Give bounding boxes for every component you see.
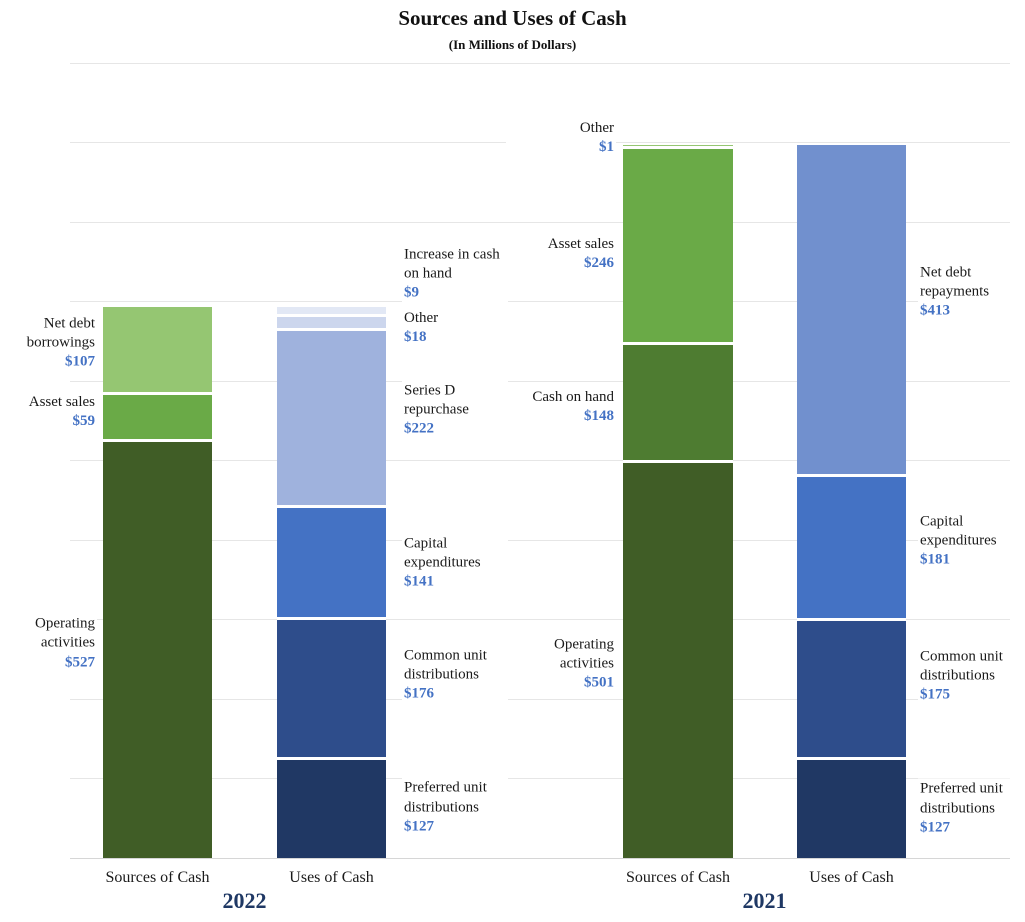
x-axis-label-uses-of-cash-2022: Uses of Cash: [289, 869, 374, 886]
bar-segment-asset-sales: [103, 391, 212, 439]
bar-segment-asset-sales: [623, 146, 733, 342]
segment-label-other: Other $1: [506, 117, 616, 158]
gridline-400: [70, 539, 1010, 541]
gridline-600: [70, 380, 1010, 382]
segment-value-text: $246: [584, 254, 614, 271]
segment-value-text: $1: [599, 138, 614, 155]
bar-segment-common-unit-distributions: [277, 616, 386, 757]
segment-label-text: Preferred unit distributions: [920, 780, 1003, 816]
segment-value-text: $175: [920, 686, 950, 703]
segment-label-text: Other: [404, 310, 439, 327]
segment-label-asset-sales: Asset sales $246: [506, 233, 616, 274]
segment-label-text: Capital expenditures: [404, 535, 481, 571]
bar-segment-other: [277, 313, 386, 329]
segment-value-text: $107: [65, 353, 95, 370]
segment-label-text: Series D repurchase: [404, 381, 469, 418]
segment-label-capital-expenditures: Capital expenditures $141: [402, 533, 508, 593]
segment-value-text: $181: [920, 551, 950, 568]
segment-label-text: Operating activities: [35, 615, 95, 651]
segment-label-text: Asset sales: [547, 235, 614, 252]
x-axis-line: [70, 858, 1010, 859]
segment-value-text: $527: [65, 653, 95, 670]
bar-segment-operating-activities: [623, 459, 733, 858]
segment-value-text: $222: [404, 420, 434, 437]
segment-label-cash-on-hand: Cash on hand $148: [506, 386, 616, 427]
segment-label-preferred-unit-distributions: Preferred unit distributions $127: [402, 777, 508, 838]
x-axis-label-sources-of-cash-2021: Sources of Cash: [626, 869, 730, 886]
bar-segment-net-debt-repayments: [797, 145, 906, 474]
segment-label-capital-expenditures: Capital expenditures $181: [918, 511, 1024, 571]
segment-label-other: Other $18: [402, 308, 508, 349]
segment-label-increase-in-cash-on-hand: Increase in cash on hand $9: [402, 244, 508, 304]
segment-label-text: Asset sales: [28, 394, 95, 411]
x-axis-label-uses-of-cash-2021: Uses of Cash: [809, 869, 894, 886]
segment-label-text: Net debt borrowings: [26, 315, 95, 351]
segment-label-text: Common unit distributions: [920, 648, 1003, 684]
segment-value-text: $413: [920, 302, 950, 319]
bar-segment-series-d-repurchase: [277, 328, 386, 505]
gridline-200: [70, 698, 1010, 700]
segment-label-net-debt-repayments: Net debt repayments $413: [918, 261, 1024, 322]
gridline-700: [70, 301, 1010, 303]
segment-value-text: $141: [404, 573, 434, 590]
gridline-300: [70, 619, 1010, 621]
segment-value-text: $501: [584, 674, 614, 691]
bar-segment-cash-on-hand: [623, 341, 733, 460]
segment-label-text: Increase in cash on hand: [404, 246, 500, 282]
gridline-800: [70, 221, 1010, 223]
bar-segment-other: [623, 145, 733, 147]
segment-label-text: Common unit distributions: [404, 647, 487, 683]
segment-label-preferred-unit-distributions: Preferred unit distributions $127: [918, 778, 1024, 839]
segment-label-operating-activities: Operating activities $501: [506, 634, 616, 694]
segment-label-series-d-repurchase: Series D repurchase $222: [402, 379, 508, 440]
segment-value-text: $127: [920, 819, 950, 836]
bar-segment-net-debt-borrowings: [103, 306, 212, 392]
segment-value-text: $148: [584, 407, 614, 424]
bar-segment-common-unit-distributions: [797, 617, 906, 757]
bar-segment-operating-activities: [103, 438, 212, 858]
gridline-500: [70, 460, 1010, 462]
segment-value-text: $127: [404, 818, 434, 835]
segment-value-text: $176: [404, 685, 434, 702]
segment-label-asset-sales: Asset sales $59: [0, 392, 97, 433]
year-label-2021: 2021: [742, 888, 787, 913]
segment-label-text: Operating activities: [554, 636, 614, 672]
segment-value-text: $9: [404, 284, 419, 301]
gridline-1000: [70, 62, 1010, 64]
x-axis-label-sources-of-cash-2022: Sources of Cash: [105, 869, 210, 886]
segment-label-text: Other: [579, 119, 614, 136]
bar-segment-preferred-unit-distributions: [277, 756, 386, 858]
segment-label-net-debt-borrowings: Net debt borrowings $107: [0, 313, 97, 373]
year-label-2022: 2022: [222, 888, 267, 913]
segment-value-text: $18: [404, 329, 427, 346]
segment-label-text: Cash on hand: [532, 388, 614, 405]
bar-segment-increase-in-cash-on-hand: [277, 306, 386, 314]
segment-label-text: Net debt repayments: [920, 263, 990, 300]
bar-segment-capital-expenditures: [277, 504, 386, 617]
bar-segment-capital-expenditures: [797, 473, 906, 618]
gridline-100: [70, 778, 1010, 780]
chart-title: Sources and Uses of Cash: [398, 6, 627, 30]
segment-value-text: $59: [72, 413, 96, 430]
bar-segment-preferred-unit-distributions: [797, 756, 906, 858]
chart-subtitle: (In Millions of Dollars): [448, 37, 577, 52]
segment-label-common-unit-distributions: Common unit distributions $176: [402, 645, 508, 705]
segment-label-text: Preferred unit distributions: [404, 779, 487, 815]
segment-label-text: Capital expenditures: [920, 513, 997, 549]
segment-label-common-unit-distributions: Common unit distributions $175: [918, 646, 1024, 706]
segment-label-operating-activities: Operating activities $527: [0, 613, 97, 673]
